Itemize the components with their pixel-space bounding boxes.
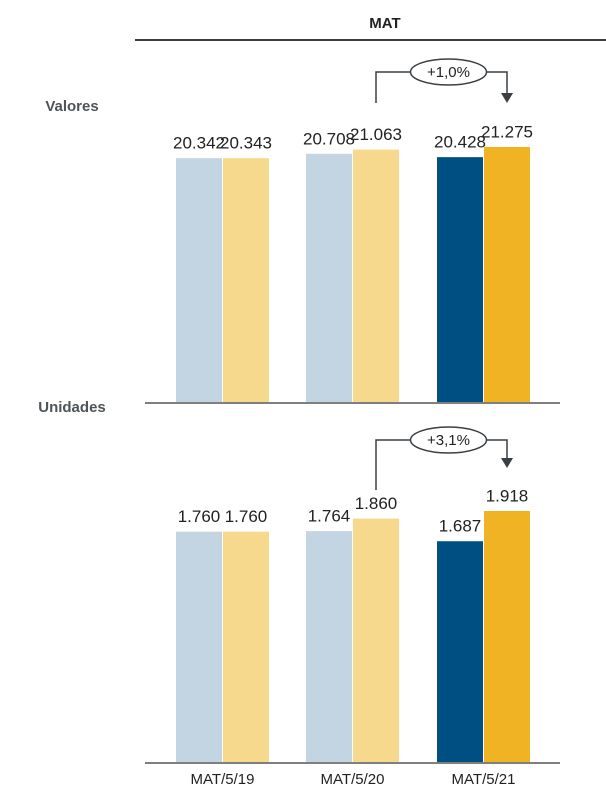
bar: [306, 153, 352, 402]
value-label: 20.343: [220, 134, 272, 153]
arrow-head: [501, 458, 513, 468]
x-tick-label: MAT/5/19: [191, 771, 255, 788]
value-label: 1.918: [486, 486, 529, 505]
value-label: 1.760: [178, 507, 221, 526]
bar: [484, 147, 530, 402]
bar: [223, 531, 269, 762]
bar: [176, 531, 222, 762]
annotation-bubble: [409, 58, 488, 86]
value-label: 1.764: [308, 507, 351, 526]
value-label: 1.860: [355, 494, 398, 513]
annotation: +3,1%: [427, 432, 470, 449]
bar: [353, 149, 399, 402]
annotation-bubble: [409, 426, 488, 454]
value-label: 1.760: [225, 507, 268, 526]
arrow-head: [501, 93, 513, 103]
bar: [437, 541, 483, 762]
value-label: 21.275: [481, 122, 533, 141]
panel-title: Unidades: [38, 399, 106, 416]
bar: [484, 511, 530, 762]
value-label: 20.708: [303, 129, 355, 148]
value-label: 20.428: [434, 133, 486, 152]
value-label: 20.342: [173, 134, 225, 153]
bar: [176, 158, 222, 402]
bar: [437, 157, 483, 402]
x-tick-label: MAT/5/21: [452, 771, 516, 788]
panel-title: Valores: [45, 98, 98, 115]
value-label: 21.063: [350, 125, 402, 144]
bar: [306, 531, 352, 762]
header-title: MAT: [369, 15, 400, 32]
annotation: +1,0%: [427, 64, 470, 81]
bar: [223, 158, 269, 402]
value-label: 1.687: [439, 517, 482, 536]
bar: [353, 518, 399, 762]
x-tick-label: MAT/5/20: [321, 771, 385, 788]
